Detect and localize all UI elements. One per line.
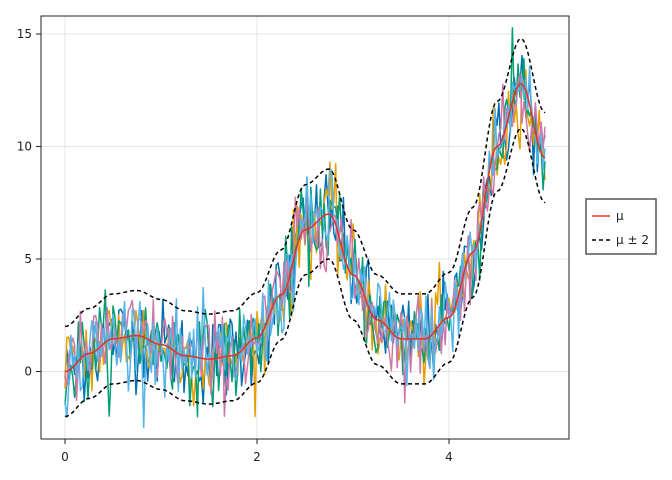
grid (41, 16, 569, 439)
legend: μ μ ± 2 (585, 198, 657, 255)
x-tick-label: 4 (445, 450, 453, 464)
mu-line (64, 82, 546, 373)
sample-line (64, 65, 546, 429)
legend-box (585, 198, 657, 255)
mu-curve (64, 82, 546, 373)
y-tick-label: 10 (17, 140, 32, 154)
y-tick-label: 15 (17, 27, 32, 41)
axis-ticks: 0 2 4 0 5 10 15 (17, 27, 453, 464)
legend-band-label: μ ± 2 (616, 233, 649, 247)
y-tick-label: 5 (24, 252, 32, 266)
plot-frame (40, 15, 570, 440)
band-lines (64, 37, 546, 418)
band-lower-line (64, 127, 546, 418)
band-upper-line (64, 37, 546, 328)
x-tick-label: 2 (253, 450, 261, 464)
x-tick-label: 0 (61, 450, 69, 464)
sample-line (64, 73, 546, 418)
y-tick-label: 0 (24, 365, 32, 379)
legend-mu-label: μ (616, 209, 624, 223)
